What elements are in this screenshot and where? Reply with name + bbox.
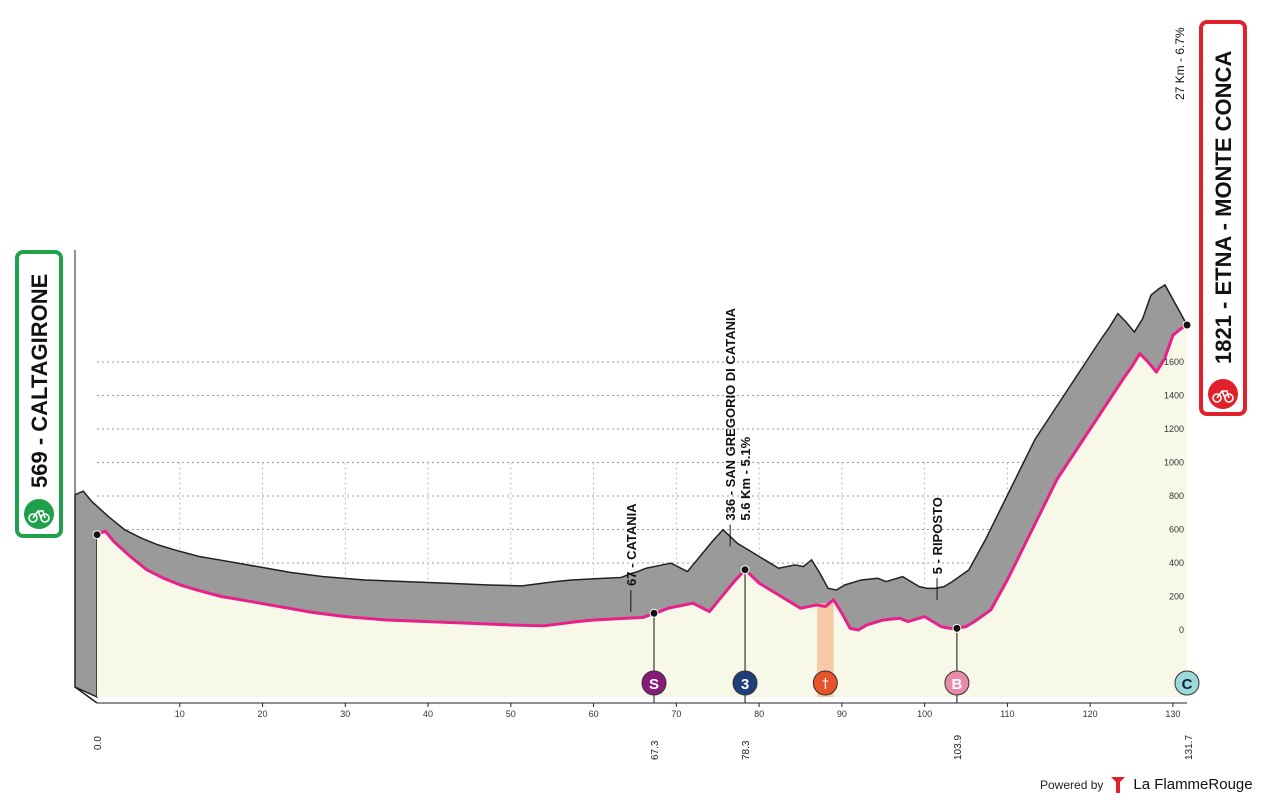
x-tick-label: 90: [837, 709, 847, 719]
bonus-symbol: B: [951, 676, 962, 693]
x-tick-label: 60: [589, 709, 599, 719]
bonus-icon: [944, 670, 970, 696]
brand-name: La FlammeRouge: [1133, 776, 1253, 793]
poi-label: 336 - SAN GREGORIO DI CATANIA: [723, 307, 738, 520]
feed-zone-icon: [812, 670, 838, 696]
marker-dot: [952, 623, 962, 633]
marker-km-label: 78.3: [741, 740, 752, 760]
powered-by-text: Powered by: [1040, 777, 1104, 792]
marker-km-label: 103.9: [953, 735, 964, 760]
x-tick-label: 80: [754, 709, 764, 719]
y-tick-label: 1000: [1164, 458, 1184, 468]
x-tick-label: 10: [175, 709, 185, 719]
finish-icon: [1174, 670, 1200, 696]
y-tick-label: 0: [1179, 625, 1184, 635]
sprint-icon: [641, 670, 667, 696]
profile-area: [74, 250, 1187, 704]
sprint-symbol: S: [649, 676, 659, 693]
finish-climb: 27 Km - 6.7%: [1173, 27, 1187, 100]
cutlery-icon: †: [822, 677, 829, 692]
km-markers: S 67.3 3 78.3 B 103.9 C †: [641, 565, 1200, 760]
start-km-label: 0.0: [93, 736, 104, 750]
x-axis-ticks: 10 20 30 40 50 60 70 80 90 100 110 120 130: [175, 703, 1180, 719]
marker-km-label: 67.3: [650, 740, 661, 760]
road-line: [92, 320, 1192, 632]
profile-fill: [97, 324, 1187, 697]
start-name: 569 - CALTAGIRONE: [27, 274, 52, 488]
x-tick-label: 130: [1165, 709, 1180, 719]
poi-label: 5 - RIPOSTO: [930, 497, 945, 574]
finish-km-label: 131.7: [1184, 735, 1195, 760]
powered-by-footer: Powered by La FlammeRouge: [1040, 776, 1253, 793]
poi-sublabel: 5.6 Km - 5.1%: [738, 436, 753, 520]
points-of-interest: 67 - CATANIA 336 - SAN GREGORIO DI CATANI…: [624, 307, 945, 612]
x-tick-label: 70: [671, 709, 681, 719]
y-axis-ticks: 0 200 400 600 800 1000 1200 1400 1600: [1164, 357, 1184, 635]
start-dot: [92, 530, 102, 540]
finish-symbol: C: [1182, 676, 1193, 693]
poi-label: 67 - CATANIA: [624, 503, 639, 586]
y-tick-label: 1600: [1164, 357, 1184, 367]
marker-dot: [649, 608, 659, 618]
kom-symbol: 3: [741, 676, 749, 693]
finish-badge: 1821 - ETNA - MONTE CONCA 27 Km - 6.7%: [1173, 20, 1247, 416]
y-tick-label: 600: [1169, 525, 1184, 535]
y-tick-label: 1400: [1164, 391, 1184, 401]
kom-icon: [732, 670, 758, 696]
y-tick-label: 200: [1169, 592, 1184, 602]
x-tick-label: 100: [917, 709, 932, 719]
flamme-rouge-icon: [1111, 776, 1126, 793]
finish-name: 1821 - ETNA - MONTE CONCA: [1211, 51, 1236, 364]
start-badge: 569 - CALTAGIRONE: [15, 250, 63, 538]
y-tick-label: 400: [1169, 558, 1184, 568]
road-line-path: [96, 323, 1188, 632]
x-tick-label: 40: [423, 709, 433, 719]
finish-dot: [1182, 320, 1192, 330]
y-tick-label: 800: [1169, 491, 1184, 501]
x-tick-label: 50: [506, 709, 516, 719]
marker-dot: [740, 565, 750, 575]
x-tick-label: 110: [1000, 709, 1014, 719]
x-tick-label: 20: [258, 709, 268, 719]
y-tick-label: 1200: [1164, 424, 1184, 434]
x-tick-label: 120: [1083, 709, 1098, 719]
x-tick-label: 30: [340, 709, 350, 719]
base-edge: [74, 686, 98, 704]
